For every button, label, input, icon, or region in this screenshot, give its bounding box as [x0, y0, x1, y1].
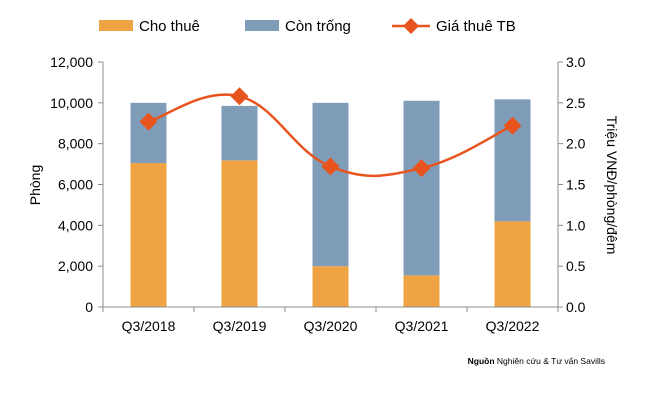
bar-con-trong: [130, 102, 167, 164]
x-tick-label: Q3/2021: [395, 318, 449, 334]
bar-con-trong: [312, 102, 349, 267]
legend-item-con-trong: Còn trống: [245, 18, 351, 35]
legend-label: Cho thuê: [139, 18, 200, 35]
x-tick-label: Q3/2020: [304, 318, 358, 334]
y-tick-label: 10,000: [50, 95, 93, 111]
price-marker: [230, 87, 249, 106]
price-marker: [139, 112, 158, 131]
bar-cho-thue: [221, 160, 258, 307]
axes: 0 2,000 4,000 6,000 8,000 10,000 12,000 0.0 0.5 1…: [50, 54, 586, 334]
price-marker: [321, 157, 340, 176]
bar-con-trong: [221, 105, 258, 161]
y-tick-label: 6,000: [58, 177, 93, 193]
y2-tick-label: 1.5: [566, 177, 586, 193]
price-line: [139, 87, 522, 178]
y-tick-label: 0: [85, 299, 93, 315]
bar-cho-thue: [130, 163, 167, 307]
y2-tick-label: 0.5: [566, 258, 586, 274]
y2-tick-label: 1.0: [566, 217, 586, 233]
y-tick-label: 4,000: [58, 217, 93, 233]
y-tick-label: 8,000: [58, 136, 93, 152]
y-axis-label: Phòng: [27, 165, 43, 205]
bars: [130, 99, 531, 307]
legend-item-gia-thue: Giá thuê TB: [392, 18, 516, 35]
y2-axis-label: Triệu VNĐ/phòng/đêm: [604, 116, 620, 255]
bar-cho-thue: [494, 221, 531, 307]
y-tick-label: 2,000: [58, 258, 93, 274]
bar-cho-thue: [312, 266, 349, 307]
price-marker: [503, 116, 522, 135]
x-tick-label: Q3/2019: [213, 318, 267, 334]
source-text: Nghiên cứu & Tư vấn Savills: [497, 356, 605, 366]
legend-marker: [403, 18, 419, 34]
bar-cho-thue: [403, 275, 440, 307]
y2-tick-label: 2.0: [566, 136, 586, 152]
legend-label: Còn trống: [285, 18, 351, 35]
legend: Cho thuê Còn trống Giá thuê TB: [99, 18, 516, 35]
legend-item-cho-thue: Cho thuê: [99, 18, 200, 35]
x-tick-label: Q3/2022: [486, 318, 540, 334]
y2-tick-label: 0.0: [566, 299, 586, 315]
y-tick-label: 12,000: [50, 54, 93, 70]
source-note: Nguồn Nghiên cứu & Tư vấn Savills: [468, 356, 605, 366]
price-marker: [412, 159, 431, 178]
legend-label: Giá thuê TB: [436, 18, 516, 35]
source-label: Nguồn: [468, 356, 495, 366]
x-tick-label: Q3/2018: [122, 318, 176, 334]
legend-swatch: [99, 20, 133, 31]
y2-tick-label: 2.5: [566, 95, 586, 111]
bar-con-trong: [403, 100, 440, 276]
legend-swatch: [245, 20, 279, 31]
y2-tick-label: 3.0: [566, 54, 586, 70]
